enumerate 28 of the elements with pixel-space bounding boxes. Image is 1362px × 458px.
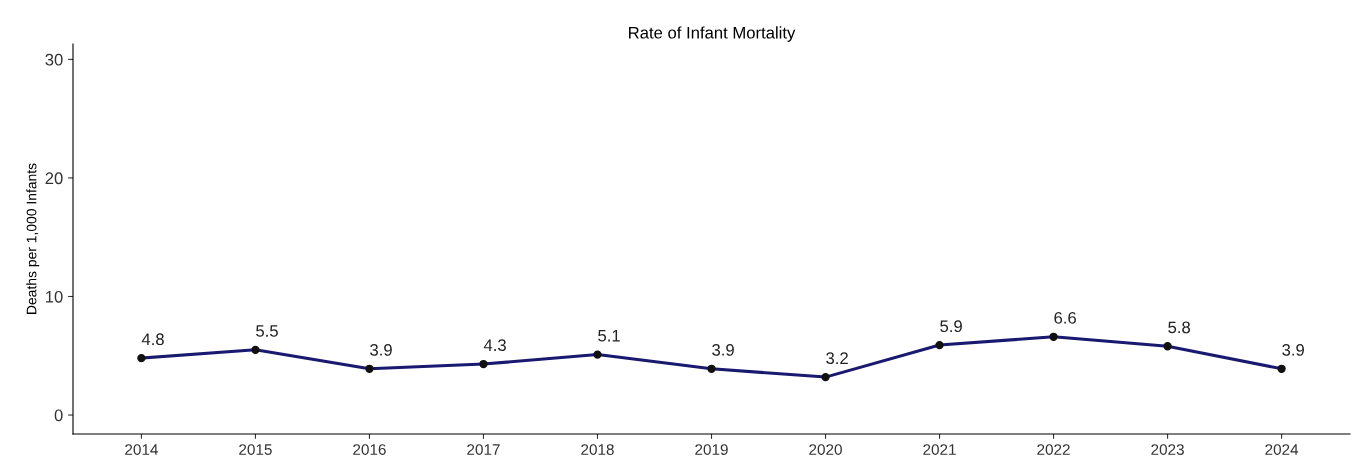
data-label: 5.1 <box>598 329 620 342</box>
chart-title: Rate of Infant Mortality <box>629 26 796 42</box>
y-tick-label: 30 <box>45 53 63 66</box>
x-tick-label: 2021 <box>923 444 956 455</box>
data-label: 4.3 <box>483 339 506 352</box>
data-label: 5.9 <box>940 320 962 333</box>
x-tick-label: 2019 <box>695 444 728 455</box>
y-tick-label: 0 <box>54 409 63 422</box>
data-label: 6.6 <box>1054 311 1076 324</box>
data-label: 4.8 <box>141 333 164 346</box>
x-tick-label: 2020 <box>809 444 842 455</box>
data-label: 3.9 <box>712 343 734 356</box>
x-tick-label: 2024 <box>1265 444 1299 455</box>
data-label: 3.9 <box>370 343 392 356</box>
y-axis-title: Deaths per 1,000 Infants <box>26 163 40 314</box>
x-tick-label: 2015 <box>239 444 272 455</box>
data-label: 3.9 <box>1282 343 1304 356</box>
x-tick-label: 2014 <box>125 444 158 455</box>
x-tick-label: 2017 <box>467 444 500 455</box>
x-tick-label: 2016 <box>353 444 386 455</box>
x-tick-label: 2022 <box>1037 444 1070 455</box>
data-label: 3.2 <box>826 352 848 365</box>
x-tick-label: 2023 <box>1151 444 1184 455</box>
y-tick-label: 10 <box>46 290 63 303</box>
data-label: 5.8 <box>1168 321 1191 334</box>
x-tick-label: 2018 <box>581 444 614 455</box>
y-tick-label: 20 <box>45 172 63 185</box>
data-label: 5.5 <box>256 325 278 337</box>
